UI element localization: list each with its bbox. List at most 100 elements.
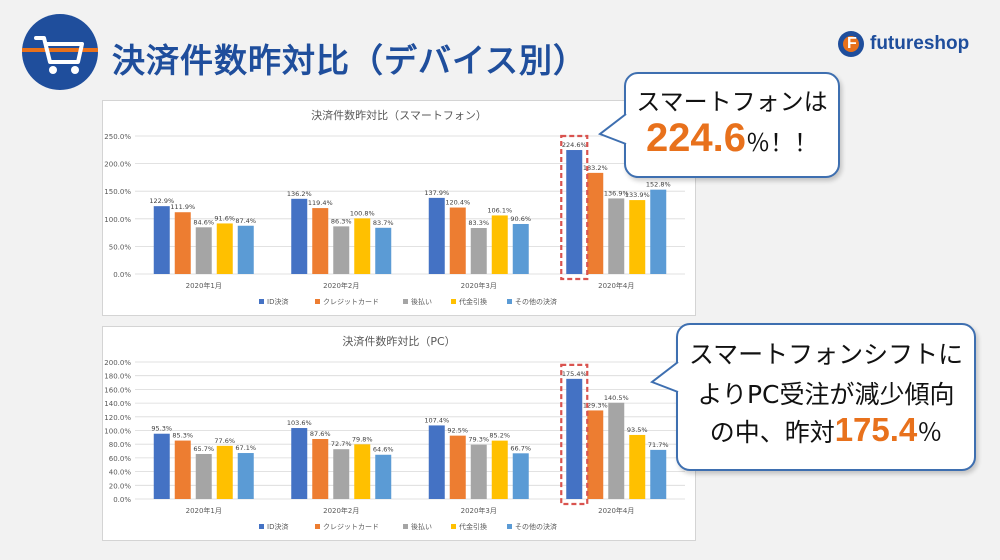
data-label: 87.4% (235, 217, 256, 225)
data-label: 140.5% (604, 394, 629, 402)
bar (512, 223, 529, 274)
callout-tail (649, 361, 680, 393)
data-label: 77.6% (214, 437, 235, 445)
callout-text: スマートフォンは (636, 88, 828, 116)
y-tick-label: 0.0% (113, 496, 131, 504)
data-label: 79.3% (468, 436, 489, 444)
bar (650, 189, 667, 274)
data-label: 100.8% (350, 209, 375, 217)
data-label: 137.9% (424, 189, 449, 197)
bar (375, 227, 392, 274)
data-label: 133.9% (625, 191, 650, 199)
legend-label: 後払い (411, 297, 432, 306)
legend-label: ID決済 (267, 297, 288, 306)
chart-panel-pc: 決済件数昨対比（PC） 0.0% 20.0% 40.0% 60.0% 80.0% 100.0… (102, 326, 696, 541)
bar (608, 402, 625, 499)
legend-swatch (315, 299, 320, 304)
callout-line-3: の中、昨対175.4％ (709, 411, 943, 448)
logo-text: futureshop (870, 33, 970, 54)
legend-swatch (507, 299, 512, 304)
bar (650, 449, 667, 499)
data-label: 106.1% (487, 206, 512, 214)
data-label: 224.6% (562, 141, 587, 149)
bar (449, 207, 466, 274)
bar (629, 434, 646, 499)
x-tick-label: 2020年3月 (461, 281, 497, 290)
y-tick-label: 200.0% (104, 359, 131, 367)
bar (608, 198, 625, 274)
data-label: 92.5% (447, 427, 468, 435)
data-label: 65.7% (193, 445, 214, 453)
y-tick-label: 60.0% (109, 455, 132, 463)
bar (491, 440, 508, 499)
bar (470, 228, 487, 274)
bar (449, 435, 466, 499)
smartphone-callout: スマートフォンは 224.6％！！ (624, 72, 840, 178)
x-tick-label: 2020年4月 (598, 281, 634, 290)
bar (512, 453, 529, 499)
data-label: 85.2% (489, 432, 510, 440)
bar (153, 206, 170, 274)
y-tick-label: 80.0% (109, 441, 132, 449)
bar (354, 444, 371, 499)
data-label: 86.3% (331, 217, 352, 225)
data-label: 71.7% (648, 441, 669, 449)
data-label: 64.6% (373, 446, 394, 454)
data-label: 119.4% (308, 199, 333, 207)
data-label: 83.7% (373, 219, 394, 227)
bar (312, 438, 329, 499)
data-label: 67.1% (235, 444, 256, 452)
callout-value-line: 224.6％！！ (626, 116, 838, 161)
smartphone-chart: 決済件数昨対比（スマートフォン） 0.0% 50.0% 100.0% 150.0% 200… (104, 108, 685, 306)
legend-label: ID決済 (267, 522, 288, 531)
data-label: 103.6% (287, 419, 312, 427)
legend-swatch (315, 524, 320, 529)
legend-swatch (403, 299, 408, 304)
legend-swatch (451, 524, 456, 529)
legend-swatch (259, 299, 264, 304)
legend-swatch (507, 524, 512, 529)
slide-header: 決済件数昨対比（デバイス別） F futureshop (0, 0, 1000, 92)
y-tick-label: 140.0% (104, 400, 131, 408)
bar (375, 454, 392, 499)
bar (174, 212, 191, 274)
futureshop-logo: F futureshop (838, 30, 969, 58)
bar (333, 226, 350, 274)
legend-label: その他の決済 (515, 522, 557, 531)
y-tick-label: 150.0% (104, 188, 131, 196)
legend-swatch (451, 299, 456, 304)
y-tick-label: 0.0% (113, 271, 131, 279)
data-label: 91.6% (214, 214, 235, 222)
y-tick-label: 120.0% (104, 414, 131, 422)
bar (629, 200, 646, 274)
data-label: 95.3% (151, 425, 172, 433)
x-tick-label: 2020年1月 (186, 281, 222, 290)
chart-panel-smartphone: 決済件数昨対比（スマートフォン） 0.0% 50.0% 100.0% 150.0% 200… (102, 100, 696, 316)
callout-suffix: ％！！ (746, 129, 819, 157)
bar (566, 378, 583, 499)
y-tick-label: 160.0% (104, 386, 131, 394)
bar (195, 227, 212, 274)
data-label: 79.8% (352, 435, 373, 443)
y-tick-label: 250.0% (104, 133, 131, 141)
data-label: 84.6% (193, 218, 214, 226)
page-title: 決済件数昨対比（デバイス別） (112, 41, 588, 80)
legend-label: 代金引換 (459, 522, 487, 531)
bar (291, 198, 308, 274)
logo-mark-icon: F (838, 31, 864, 57)
legend-swatch (259, 524, 264, 529)
cart-icon (22, 14, 98, 90)
callout-tail (597, 113, 628, 145)
bar (312, 208, 329, 274)
chart-title: 決済件数昨対比（PC） (342, 334, 455, 348)
data-label: 90.6% (510, 215, 531, 223)
bar (587, 410, 604, 499)
bar (237, 225, 254, 274)
chart-title: 決済件数昨対比（スマートフォン） (311, 108, 487, 122)
callout-value: 224.6 (645, 116, 747, 160)
bar (491, 215, 508, 274)
data-label: 120.4% (445, 199, 470, 207)
data-label: 66.7% (510, 444, 531, 452)
data-label: 175.4% (562, 370, 587, 378)
bar (428, 425, 445, 499)
